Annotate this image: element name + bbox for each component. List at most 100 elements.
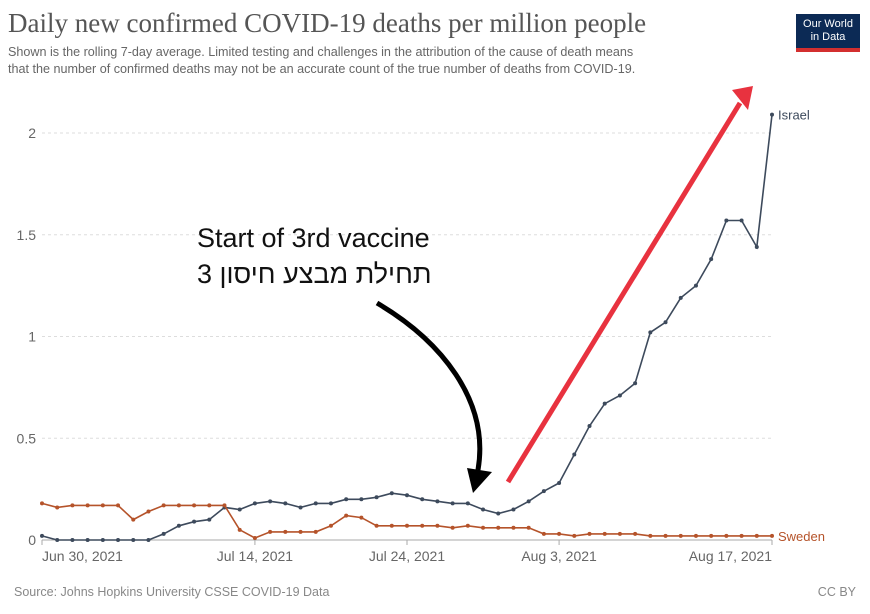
data-point-israel[interactable] [557, 481, 562, 486]
data-point-israel[interactable] [131, 538, 136, 542]
data-point-israel[interactable] [389, 491, 394, 496]
data-point-sweden[interactable] [283, 529, 288, 534]
data-point-sweden[interactable] [724, 533, 729, 538]
data-point-israel[interactable] [344, 497, 349, 502]
data-point-israel[interactable] [268, 499, 273, 504]
data-point-israel[interactable] [602, 401, 607, 406]
data-point-sweden[interactable] [359, 515, 364, 520]
data-point-israel[interactable] [541, 489, 546, 494]
data-point-sweden[interactable] [602, 531, 607, 536]
data-point-israel[interactable] [405, 493, 409, 498]
data-point-israel[interactable] [85, 538, 90, 542]
data-point-israel[interactable] [146, 538, 151, 542]
data-point-israel[interactable] [207, 517, 212, 522]
data-point-sweden[interactable] [435, 523, 440, 528]
data-point-israel[interactable] [648, 330, 653, 335]
data-point-israel[interactable] [374, 495, 379, 500]
data-point-sweden[interactable] [405, 523, 409, 528]
data-point-sweden[interactable] [587, 531, 592, 536]
data-point-sweden[interactable] [328, 523, 333, 528]
data-point-israel[interactable] [192, 519, 197, 524]
data-point-israel[interactable] [420, 497, 425, 502]
data-point-israel[interactable] [572, 452, 577, 457]
data-point-israel[interactable] [724, 218, 729, 223]
data-point-sweden[interactable] [465, 523, 470, 528]
data-point-sweden[interactable] [131, 517, 136, 522]
data-point-sweden[interactable] [770, 533, 774, 538]
data-point-sweden[interactable] [739, 533, 744, 538]
data-point-sweden[interactable] [526, 525, 531, 530]
data-point-sweden[interactable] [481, 525, 486, 530]
data-point-sweden[interactable] [541, 531, 546, 536]
data-point-israel[interactable] [161, 531, 166, 536]
license-link[interactable]: CC BY [817, 585, 856, 599]
data-point-israel[interactable] [100, 538, 105, 542]
data-point-sweden[interactable] [754, 533, 759, 538]
data-point-israel[interactable] [465, 501, 470, 506]
data-point-israel[interactable] [283, 501, 288, 506]
series-lines [40, 112, 774, 542]
data-point-israel[interactable] [237, 507, 242, 512]
data-point-sweden[interactable] [678, 533, 683, 538]
data-point-sweden[interactable] [450, 525, 455, 530]
data-point-sweden[interactable] [237, 527, 242, 532]
data-point-sweden[interactable] [709, 533, 714, 538]
data-point-israel[interactable] [633, 381, 638, 386]
data-point-sweden[interactable] [100, 503, 105, 508]
data-point-sweden[interactable] [389, 523, 394, 528]
data-point-sweden[interactable] [40, 501, 44, 506]
data-point-israel[interactable] [40, 533, 44, 538]
data-point-sweden[interactable] [663, 533, 668, 538]
data-point-israel[interactable] [176, 523, 181, 528]
data-point-israel[interactable] [481, 507, 486, 512]
data-point-israel[interactable] [359, 497, 364, 502]
data-point-israel[interactable] [252, 501, 257, 506]
data-point-israel[interactable] [435, 499, 440, 504]
data-point-sweden[interactable] [374, 523, 379, 528]
data-point-israel[interactable] [496, 511, 501, 516]
data-point-israel[interactable] [313, 501, 318, 506]
data-point-sweden[interactable] [557, 531, 562, 536]
data-point-sweden[interactable] [268, 529, 273, 534]
data-point-israel[interactable] [739, 218, 744, 223]
data-point-israel[interactable] [709, 257, 714, 262]
data-point-israel[interactable] [328, 501, 333, 506]
data-point-israel[interactable] [70, 538, 75, 542]
data-point-israel[interactable] [450, 501, 455, 506]
data-point-sweden[interactable] [420, 523, 425, 528]
owid-logo[interactable]: Our World in Data [796, 14, 860, 52]
data-point-sweden[interactable] [146, 509, 151, 514]
data-point-israel[interactable] [770, 112, 774, 117]
data-point-sweden[interactable] [344, 513, 349, 518]
data-point-sweden[interactable] [633, 531, 638, 536]
data-point-sweden[interactable] [176, 503, 181, 508]
data-point-sweden[interactable] [693, 533, 698, 538]
data-point-sweden[interactable] [70, 503, 75, 508]
data-point-israel[interactable] [298, 505, 303, 510]
data-point-israel[interactable] [511, 507, 516, 512]
data-point-sweden[interactable] [313, 529, 318, 534]
data-point-israel[interactable] [587, 424, 592, 429]
data-point-israel[interactable] [617, 393, 622, 398]
data-point-sweden[interactable] [511, 525, 516, 530]
data-point-sweden[interactable] [207, 503, 212, 508]
data-point-israel[interactable] [663, 320, 668, 325]
data-point-israel[interactable] [55, 538, 60, 542]
data-point-sweden[interactable] [496, 525, 501, 530]
data-point-israel[interactable] [693, 283, 698, 288]
data-point-israel[interactable] [526, 499, 531, 504]
data-point-sweden[interactable] [192, 503, 197, 508]
data-point-sweden[interactable] [55, 505, 60, 510]
data-point-sweden[interactable] [85, 503, 90, 508]
data-point-sweden[interactable] [572, 533, 577, 538]
data-point-sweden[interactable] [648, 533, 653, 538]
data-point-israel[interactable] [116, 538, 121, 542]
data-point-sweden[interactable] [252, 535, 257, 540]
data-point-sweden[interactable] [617, 531, 622, 536]
data-point-israel[interactable] [754, 244, 759, 249]
data-point-sweden[interactable] [222, 503, 227, 508]
data-point-sweden[interactable] [298, 529, 303, 534]
data-point-sweden[interactable] [161, 503, 166, 508]
data-point-sweden[interactable] [116, 503, 121, 508]
data-point-israel[interactable] [678, 295, 683, 300]
